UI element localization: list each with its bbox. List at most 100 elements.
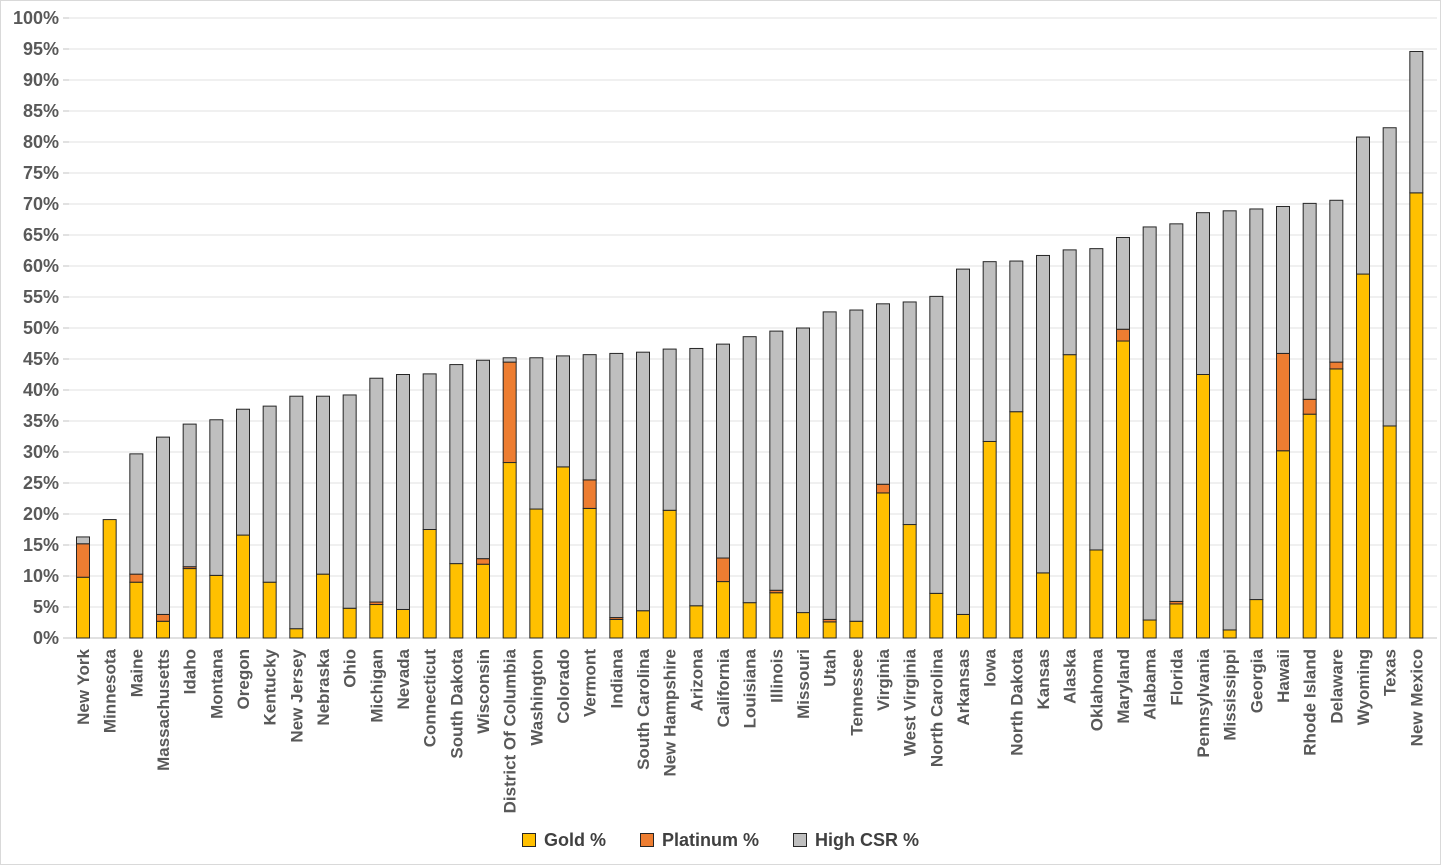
bar-segment-high_csr-missouri[interactable] — [796, 327, 811, 614]
bar-segment-platinum-vermont[interactable] — [582, 479, 597, 509]
bar-segment-gold-oregon[interactable] — [236, 534, 251, 639]
bar-segment-high_csr-arizona[interactable] — [689, 347, 704, 607]
bar-segment-gold-maine[interactable] — [129, 581, 144, 639]
bar-segment-high_csr-south-dakota[interactable] — [449, 364, 464, 565]
bar-segment-high_csr-kentucky[interactable] — [262, 405, 277, 583]
bar-segment-high_csr-west-virginia[interactable] — [902, 301, 917, 526]
bar-segment-high_csr-ohio[interactable] — [342, 394, 357, 609]
bar-segment-high_csr-rhode-island[interactable] — [1302, 202, 1317, 400]
bar-segment-gold-district-of-columbia[interactable] — [502, 462, 517, 639]
bar-segment-gold-arizona[interactable] — [689, 605, 704, 639]
bar-segment-gold-missouri[interactable] — [796, 612, 811, 639]
bar-segment-platinum-hawaii[interactable] — [1276, 352, 1291, 452]
bar-segment-gold-georgia[interactable] — [1249, 599, 1264, 639]
bar-segment-high_csr-district-of-columbia[interactable] — [502, 357, 517, 363]
bar-segment-gold-rhode-island[interactable] — [1302, 413, 1317, 639]
bar-segment-gold-delaware[interactable] — [1329, 368, 1344, 639]
bar-segment-high_csr-florida[interactable] — [1169, 223, 1184, 602]
bar-segment-gold-kentucky[interactable] — [262, 581, 277, 639]
bar-segment-gold-oklahoma[interactable] — [1089, 549, 1104, 639]
bar-segment-gold-minnesota[interactable] — [102, 519, 117, 639]
bar-segment-gold-michigan[interactable] — [369, 604, 384, 639]
bar-segment-gold-utah[interactable] — [822, 621, 837, 639]
bar-segment-platinum-new-york[interactable] — [76, 543, 90, 578]
bar-segment-gold-mississippi[interactable] — [1222, 629, 1237, 639]
bar-segment-gold-south-carolina[interactable] — [636, 610, 651, 639]
bar-segment-high_csr-new-york[interactable] — [76, 536, 90, 545]
bar-segment-gold-new-hampshire[interactable] — [662, 509, 677, 639]
bar-segment-high_csr-virginia[interactable] — [876, 303, 891, 485]
bar-segment-gold-arkansas[interactable] — [956, 613, 971, 639]
bar-segment-high_csr-louisiana[interactable] — [742, 336, 757, 604]
bar-segment-high_csr-nebraska[interactable] — [316, 395, 331, 575]
bar-segment-platinum-california[interactable] — [716, 557, 731, 583]
bar-segment-platinum-maryland[interactable] — [1116, 328, 1131, 342]
bar-segment-high_csr-new-mexico[interactable] — [1409, 50, 1424, 194]
bar-segment-gold-south-dakota[interactable] — [449, 563, 464, 639]
bar-segment-platinum-rhode-island[interactable] — [1302, 398, 1317, 415]
bar-segment-gold-massachusetts[interactable] — [156, 620, 171, 639]
bar-segment-high_csr-montana[interactable] — [209, 419, 224, 576]
bar-segment-platinum-district-of-columbia[interactable] — [502, 361, 517, 464]
bar-segment-high_csr-south-carolina[interactable] — [636, 351, 651, 612]
bar-segment-high_csr-new-hampshire[interactable] — [662, 348, 677, 511]
bar-segment-high_csr-illinois[interactable] — [769, 330, 784, 591]
bar-segment-high_csr-georgia[interactable] — [1249, 208, 1264, 601]
bar-segment-platinum-wisconsin[interactable] — [476, 558, 491, 565]
bar-segment-platinum-virginia[interactable] — [876, 483, 891, 494]
bar-segment-high_csr-utah[interactable] — [822, 311, 837, 620]
bar-segment-gold-indiana[interactable] — [609, 618, 624, 639]
bar-segment-gold-new-mexico[interactable] — [1409, 192, 1424, 639]
bar-segment-gold-kansas[interactable] — [1036, 572, 1051, 639]
bar-segment-high_csr-kansas[interactable] — [1036, 254, 1051, 574]
bar-segment-high_csr-alabama[interactable] — [1142, 226, 1157, 621]
bar-segment-gold-pennsylvania[interactable] — [1196, 374, 1211, 639]
bar-segment-high_csr-indiana[interactable] — [609, 352, 624, 619]
bar-segment-high_csr-mississippi[interactable] — [1222, 210, 1237, 631]
bar-segment-gold-wyoming[interactable] — [1356, 273, 1371, 639]
bar-segment-high_csr-wyoming[interactable] — [1356, 136, 1371, 275]
bar-segment-gold-montana[interactable] — [209, 574, 224, 639]
bar-segment-high_csr-tennessee[interactable] — [849, 309, 864, 622]
bar-segment-platinum-maine[interactable] — [129, 573, 144, 583]
bar-segment-gold-nevada[interactable] — [396, 608, 411, 639]
bar-segment-gold-washington[interactable] — [529, 508, 544, 639]
bar-segment-high_csr-michigan[interactable] — [369, 377, 384, 603]
bar-segment-gold-colorado[interactable] — [556, 466, 571, 639]
bar-segment-high_csr-oregon[interactable] — [236, 408, 251, 536]
bar-segment-gold-tennessee[interactable] — [849, 620, 864, 639]
bar-segment-high_csr-north-dakota[interactable] — [1009, 260, 1024, 413]
bar-segment-high_csr-california[interactable] — [716, 343, 731, 559]
bar-segment-gold-illinois[interactable] — [769, 592, 784, 639]
bar-segment-gold-florida[interactable] — [1169, 603, 1184, 639]
bar-segment-gold-virginia[interactable] — [876, 492, 891, 639]
bar-segment-platinum-delaware[interactable] — [1329, 361, 1344, 370]
bar-segment-high_csr-washington[interactable] — [529, 357, 544, 510]
bar-segment-gold-west-virginia[interactable] — [902, 524, 917, 639]
bar-segment-high_csr-iowa[interactable] — [982, 261, 997, 442]
bar-segment-gold-connecticut[interactable] — [422, 529, 437, 639]
bar-segment-high_csr-arkansas[interactable] — [956, 268, 971, 615]
bar-segment-high_csr-wisconsin[interactable] — [476, 359, 491, 560]
bar-segment-high_csr-delaware[interactable] — [1329, 199, 1344, 363]
bar-segment-gold-louisiana[interactable] — [742, 602, 757, 639]
bar-segment-gold-new-york[interactable] — [76, 576, 90, 639]
legend-item-platinum[interactable]: Platinum % — [639, 831, 759, 849]
bar-segment-high_csr-connecticut[interactable] — [422, 373, 437, 530]
bar-segment-gold-nebraska[interactable] — [316, 573, 331, 639]
legend-item-high_csr[interactable]: High CSR % — [793, 831, 919, 849]
bar-segment-high_csr-texas[interactable] — [1382, 127, 1397, 427]
bar-segment-high_csr-north-carolina[interactable] — [929, 295, 944, 594]
bar-segment-gold-wisconsin[interactable] — [476, 563, 491, 639]
bar-segment-high_csr-new-jersey[interactable] — [289, 395, 304, 630]
bar-segment-gold-idaho[interactable] — [182, 568, 197, 639]
bar-segment-gold-texas[interactable] — [1382, 425, 1397, 639]
bar-segment-gold-new-jersey[interactable] — [289, 628, 304, 639]
bar-segment-high_csr-maryland[interactable] — [1116, 236, 1131, 330]
bar-segment-high_csr-vermont[interactable] — [582, 354, 597, 481]
bar-segment-high_csr-maine[interactable] — [129, 453, 144, 575]
bar-segment-gold-alabama[interactable] — [1142, 619, 1157, 639]
bar-segment-high_csr-alaska[interactable] — [1062, 249, 1077, 356]
bar-segment-platinum-massachusetts[interactable] — [156, 613, 171, 622]
bar-segment-gold-hawaii[interactable] — [1276, 450, 1291, 639]
